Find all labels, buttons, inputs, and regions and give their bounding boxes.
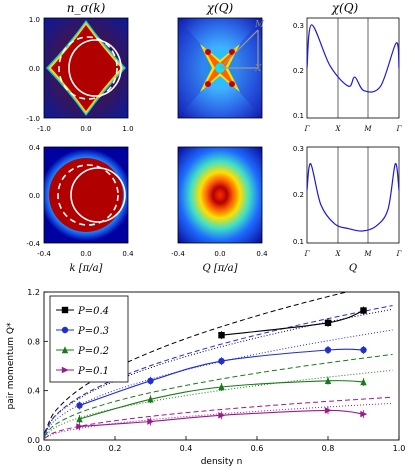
data-point (147, 395, 154, 403)
reference-curve (44, 305, 393, 435)
plot-frame (43, 291, 400, 441)
tick: 0.2 (293, 191, 304, 199)
x-tick-label: 0.8 (322, 444, 335, 453)
y-tick-label: 1.2 (27, 288, 40, 297)
x-tick-label: 0.0 (38, 444, 51, 453)
data-point (324, 319, 332, 327)
title-chi-line: χ(Q) (331, 1, 359, 15)
tick: 1.0 (122, 125, 133, 133)
x-axis-label: density n (201, 457, 243, 467)
arrow-label-x: X (254, 64, 262, 74)
legend-marker (61, 346, 69, 354)
title-chi-map: χ(Q) (206, 1, 234, 15)
reference-curve (44, 402, 393, 439)
data-point (76, 423, 84, 430)
tick: 0.3 (293, 145, 304, 153)
legend-label: P=0.2 (77, 346, 109, 357)
data-point (360, 346, 367, 354)
y-tick-label: 0.8 (27, 337, 40, 346)
arrow-label-m: M (254, 20, 265, 30)
data-point (147, 377, 154, 384)
tick: M (363, 250, 372, 258)
tick: Γ (396, 125, 403, 133)
x-tick-label: 0.2 (109, 444, 122, 453)
legend-label: P=0.3 (77, 326, 109, 337)
legend-label: P=0.1 (77, 366, 109, 377)
tick: -1.0 (37, 125, 51, 133)
tick: 1.0 (29, 16, 40, 24)
reference-curve (44, 353, 393, 437)
tick: -0.4 (37, 250, 51, 258)
series-line (221, 309, 364, 336)
tick: -0.4 (26, 240, 40, 248)
nk-map-bottom (44, 147, 128, 243)
chi-map-bottom (178, 147, 262, 243)
legend-marker (61, 366, 69, 374)
data-point (360, 410, 368, 418)
data-point (324, 346, 332, 354)
chi-map-top (178, 18, 262, 118)
xlabel-q-map: Q [π/a] (202, 263, 237, 274)
tick: 0.0 (80, 125, 91, 133)
tick: X (335, 250, 342, 258)
data-point (218, 357, 225, 365)
data-point (218, 412, 226, 419)
data-point (360, 378, 367, 386)
x-tick-label: 0.4 (180, 444, 193, 453)
data-point (218, 331, 225, 339)
pair-momentum-chart: 0.0 0.2 0.4 0.6 0.8 1.0 0.0 0.4 0.8 1.2 density n p… (6, 288, 406, 467)
chi-line-top (306, 17, 400, 119)
tick: 0.0 (29, 65, 40, 73)
tick: -1.0 (26, 115, 40, 123)
y-tick-label: 0.4 (27, 387, 40, 396)
data-point (324, 407, 332, 414)
data-point (324, 377, 332, 384)
tick: 0.0 (29, 192, 40, 200)
tick: Γ (304, 125, 311, 133)
data-point (218, 383, 225, 391)
legend-marker (61, 326, 69, 334)
xlabel-q: Q (349, 263, 357, 274)
tick: 0.1 (293, 238, 304, 246)
tick: 0.4 (256, 250, 268, 258)
tick: -0.4 (171, 250, 185, 258)
tick: 0.4 (29, 144, 41, 152)
tick: Γ (396, 250, 403, 258)
tick: M (363, 125, 372, 133)
data-point (360, 307, 367, 314)
nk-map-top (44, 18, 128, 118)
tick: Γ (304, 250, 311, 258)
reference-curve (44, 396, 393, 439)
data-point (147, 418, 155, 425)
legend-marker (61, 306, 69, 314)
data-point (76, 415, 83, 423)
chi-line-bottom (306, 146, 400, 244)
title-nk: n_σ(k) (67, 1, 106, 15)
xlabel-k: k [π/a] (70, 263, 103, 274)
data-point (76, 402, 83, 409)
tick: 0.2 (293, 67, 304, 75)
y-axis-label: pair momentum Q* (6, 322, 16, 410)
reference-curve (44, 369, 393, 438)
tick: 0.1 (293, 112, 304, 120)
tick: 0.3 (293, 22, 304, 30)
x-tick-label: 1.0 (393, 444, 406, 453)
legend-label: P=0.4 (77, 306, 109, 317)
y-tick-label: 0.0 (27, 436, 40, 445)
tick: 0.0 (80, 250, 91, 258)
tick: X (335, 125, 342, 133)
tick: 0.0 (214, 250, 225, 258)
tick: 0.4 (122, 250, 134, 258)
x-tick-label: 0.6 (251, 444, 264, 453)
